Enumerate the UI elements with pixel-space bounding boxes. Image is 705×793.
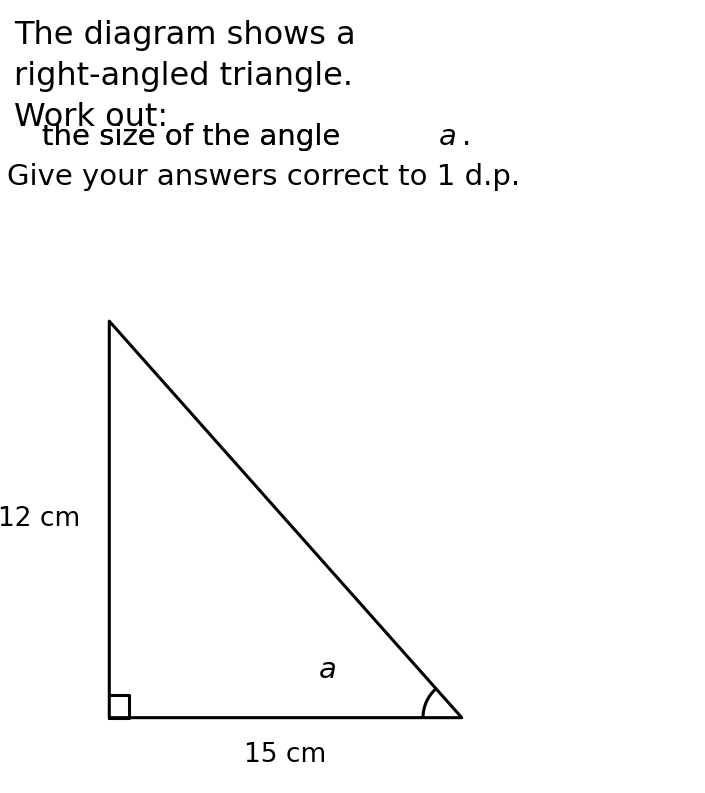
Text: the size of the angle: the size of the angle — [42, 123, 350, 151]
Text: The diagram shows a: The diagram shows a — [14, 20, 356, 51]
Text: 12 cm: 12 cm — [0, 507, 80, 532]
Text: 15 cm: 15 cm — [245, 742, 326, 768]
Text: .: . — [462, 123, 472, 151]
Text: Give your answers correct to 1 d.p.: Give your answers correct to 1 d.p. — [7, 163, 520, 190]
Text: the size of the angle: the size of the angle — [42, 123, 350, 151]
Text: a: a — [439, 123, 457, 151]
Text: a: a — [319, 656, 337, 684]
Text: right-angled triangle.: right-angled triangle. — [14, 61, 353, 92]
Text: Work out:: Work out: — [14, 102, 168, 133]
